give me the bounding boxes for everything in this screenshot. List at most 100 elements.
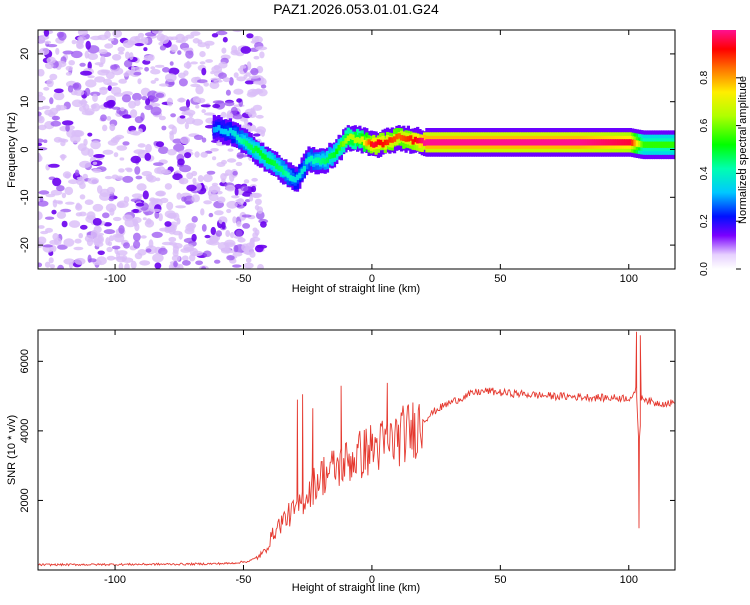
noise-blob [255, 114, 264, 119]
ridge-cell [575, 139, 579, 146]
noise-blob [249, 251, 256, 258]
noise-blob [76, 40, 83, 49]
ridge-cell [390, 137, 394, 143]
noise-blob [118, 168, 125, 173]
ridge-cell [328, 153, 332, 160]
ridge-cell [342, 141, 346, 147]
ridge-cell [443, 139, 447, 146]
ridge-cell [339, 141, 343, 147]
noise-blob [148, 239, 154, 249]
snr-content [38, 331, 675, 567]
noise-blob [184, 227, 195, 235]
ridge-cell [644, 141, 649, 148]
noise-blob [218, 216, 228, 225]
noise-blob [204, 234, 211, 239]
ridge-cell [411, 132, 415, 144]
noise-blob [52, 177, 62, 187]
colorbar-ticks: 0.0 0.2 0.4 0.6 0.8 [699, 70, 741, 276]
noise-blob [104, 30, 111, 39]
ridge-cell [268, 158, 272, 165]
noise-blob [137, 128, 143, 134]
noise-blob [130, 155, 142, 164]
noise-blob [134, 43, 144, 47]
noise-blob [158, 247, 168, 255]
noise-blob [62, 50, 74, 55]
noise-blob [87, 132, 93, 137]
noise-blob [154, 77, 159, 82]
ridge-cell [557, 139, 561, 146]
noise-blob [236, 204, 245, 209]
x-tick-label: -100 [104, 574, 126, 586]
ridge-cell [515, 139, 519, 146]
noise-blob [199, 61, 206, 65]
noise-blob [145, 98, 151, 106]
ridge-cell [386, 139, 390, 146]
noise-blob [169, 61, 174, 66]
noise-blob [49, 107, 59, 115]
ridge-cell [453, 139, 457, 146]
ridge-cell [418, 137, 422, 144]
noise-blob [109, 123, 116, 132]
noise-blob [235, 161, 243, 167]
ridge-cell [540, 139, 545, 146]
noise-blob [125, 51, 130, 60]
ridge-cell [369, 141, 374, 147]
noise-blob [145, 248, 152, 253]
ridge-cell [416, 138, 420, 144]
noise-blob [108, 235, 115, 242]
noise-blob [172, 266, 179, 269]
noise-blob [217, 196, 226, 204]
ridge-cell [552, 139, 556, 146]
noise-blob [143, 47, 148, 52]
ridge-cell [238, 137, 242, 143]
ridge-cell [635, 140, 639, 147]
noise-blob [232, 264, 242, 268]
ridge-cell [568, 139, 572, 146]
noise-blob [241, 214, 252, 218]
noise-blob [161, 169, 172, 174]
noise-blob [55, 47, 60, 55]
ridge-cell [293, 177, 297, 183]
noise-blob [78, 233, 83, 239]
ridge-cell [503, 139, 508, 146]
noise-blob [237, 237, 246, 243]
noise-blob [135, 202, 145, 207]
ridge-cell [538, 139, 542, 146]
ridge-cell [547, 139, 552, 146]
noise-blob [48, 257, 54, 264]
ridge-cell [543, 139, 547, 146]
noise-blob [164, 183, 173, 190]
noise-blob [54, 237, 62, 246]
noise-blob [233, 244, 239, 253]
noise-blob [155, 141, 165, 148]
noise-blob [191, 194, 200, 203]
noise-blob [152, 253, 164, 263]
ridge-cell [441, 139, 445, 146]
ridge-cell [252, 147, 256, 154]
noise-blob [100, 114, 107, 122]
ridge-cell [654, 141, 658, 148]
noise-blob [161, 125, 167, 131]
noise-blob [150, 106, 162, 116]
noise-blob [69, 220, 81, 228]
noise-blob [232, 170, 238, 176]
ridge-cell [485, 139, 489, 146]
noise-blob [87, 254, 92, 263]
noise-blob [76, 176, 86, 180]
noise-blob [62, 171, 72, 179]
ridge-cell [224, 128, 228, 135]
ridge-cell [478, 139, 482, 146]
noise-blob [112, 30, 123, 38]
ridge-cell [473, 139, 478, 146]
noise-blob [136, 183, 147, 191]
noise-blob [176, 217, 181, 225]
ridge-cell [265, 157, 269, 164]
noise-blob [110, 86, 122, 95]
ridge-cell [480, 139, 484, 146]
noise-blob [135, 175, 143, 180]
ridge-cell [494, 139, 498, 146]
noise-blob [56, 211, 67, 219]
noise-blob [232, 216, 237, 224]
ridge-cell [550, 139, 554, 146]
spectrogram-xlabel: Height of straight line (km) [292, 283, 420, 295]
